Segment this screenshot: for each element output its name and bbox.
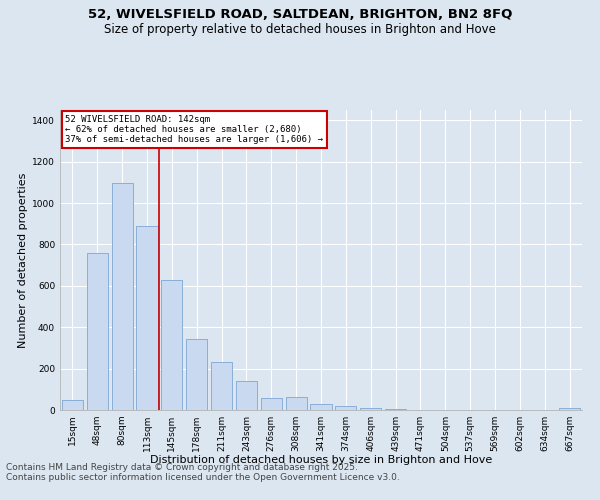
Text: Contains HM Land Registry data © Crown copyright and database right 2025.: Contains HM Land Registry data © Crown c… [6,462,358,471]
Text: 52 WIVELSFIELD ROAD: 142sqm
← 62% of detached houses are smaller (2,680)
37% of : 52 WIVELSFIELD ROAD: 142sqm ← 62% of det… [65,114,323,144]
Bar [286,397,307,410]
Bar [236,381,257,410]
Bar [161,280,182,410]
Bar [335,406,356,410]
Bar [186,338,207,410]
Y-axis label: Number of detached properties: Number of detached properties [18,172,28,348]
Bar [112,184,133,410]
Bar [87,253,108,410]
Bar [360,408,381,410]
Bar [310,404,332,410]
Bar [385,409,406,410]
X-axis label: Distribution of detached houses by size in Brighton and Hove: Distribution of detached houses by size … [150,456,492,466]
Bar [559,408,580,410]
Text: Size of property relative to detached houses in Brighton and Hove: Size of property relative to detached ho… [104,22,496,36]
Bar [261,398,282,410]
Text: 52, WIVELSFIELD ROAD, SALTDEAN, BRIGHTON, BN2 8FQ: 52, WIVELSFIELD ROAD, SALTDEAN, BRIGHTON… [88,8,512,20]
Bar [211,362,232,410]
Bar [136,226,158,410]
Bar [62,400,83,410]
Text: Contains public sector information licensed under the Open Government Licence v3: Contains public sector information licen… [6,472,400,482]
